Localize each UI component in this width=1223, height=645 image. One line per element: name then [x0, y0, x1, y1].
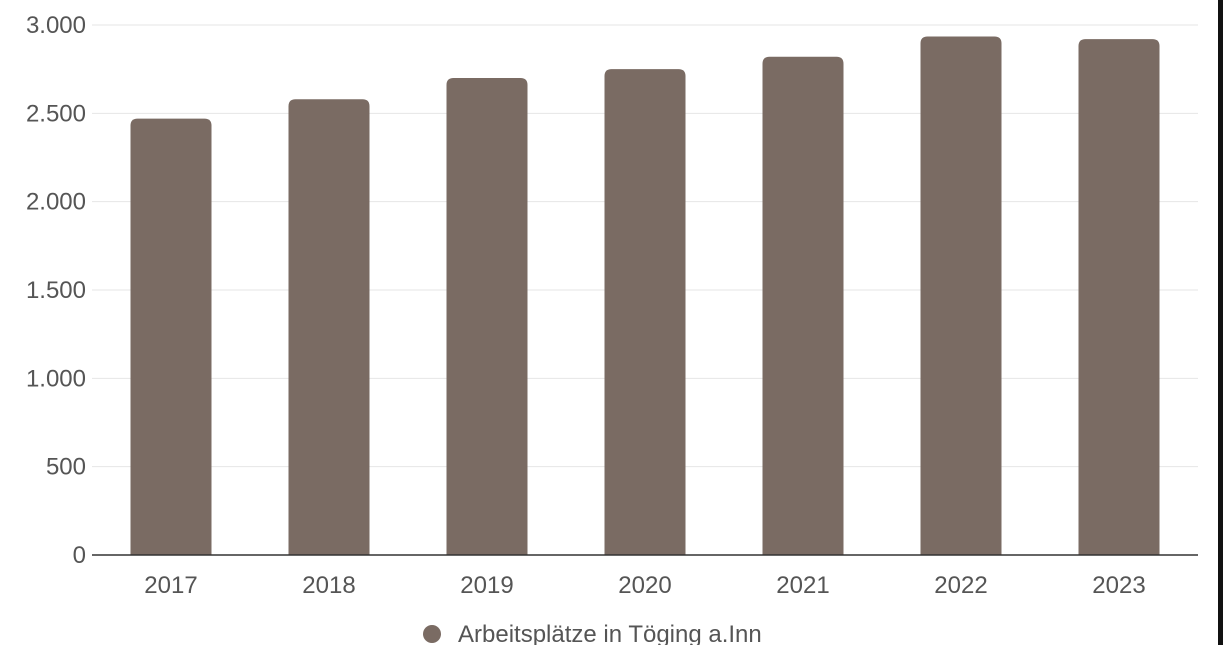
y-tick-label: 3.000 — [26, 12, 86, 39]
legend-swatch — [423, 625, 441, 643]
y-tick-label: 2.000 — [26, 189, 86, 216]
y-axis-ticks: 0 500 1.000 1.500 2.000 2.500 3.000 — [26, 12, 86, 569]
bar-2018 — [288, 99, 370, 555]
x-tick-label: 2018 — [302, 572, 355, 599]
bar-2022 — [920, 36, 1002, 555]
window-edge — [1218, 0, 1223, 645]
bar-2017 — [130, 118, 212, 555]
bar-2019 — [446, 78, 528, 555]
x-tick-label: 2021 — [776, 572, 829, 599]
x-tick-label: 2019 — [460, 572, 513, 599]
bar-2020 — [604, 69, 686, 556]
y-tick-label: 2.500 — [26, 100, 86, 127]
x-tick-label: 2017 — [144, 572, 197, 599]
x-tick-label: 2023 — [1092, 572, 1145, 599]
x-tick-label: 2022 — [934, 572, 987, 599]
bar-2021 — [762, 56, 844, 556]
y-tick-label: 1.000 — [26, 365, 86, 392]
bars — [130, 36, 1160, 556]
legend: Arbeitsplätze in Töging a.Inn — [423, 621, 762, 645]
y-tick-label: 0 — [73, 542, 86, 569]
y-tick-label: 500 — [46, 454, 86, 481]
x-axis-ticks: 2017 2018 2019 2020 2021 2022 2023 — [144, 572, 1145, 599]
y-tick-label: 1.500 — [26, 277, 86, 304]
x-tick-label: 2020 — [618, 572, 671, 599]
bar-2023 — [1078, 39, 1160, 555]
legend-label: Arbeitsplätze in Töging a.Inn — [458, 621, 762, 645]
